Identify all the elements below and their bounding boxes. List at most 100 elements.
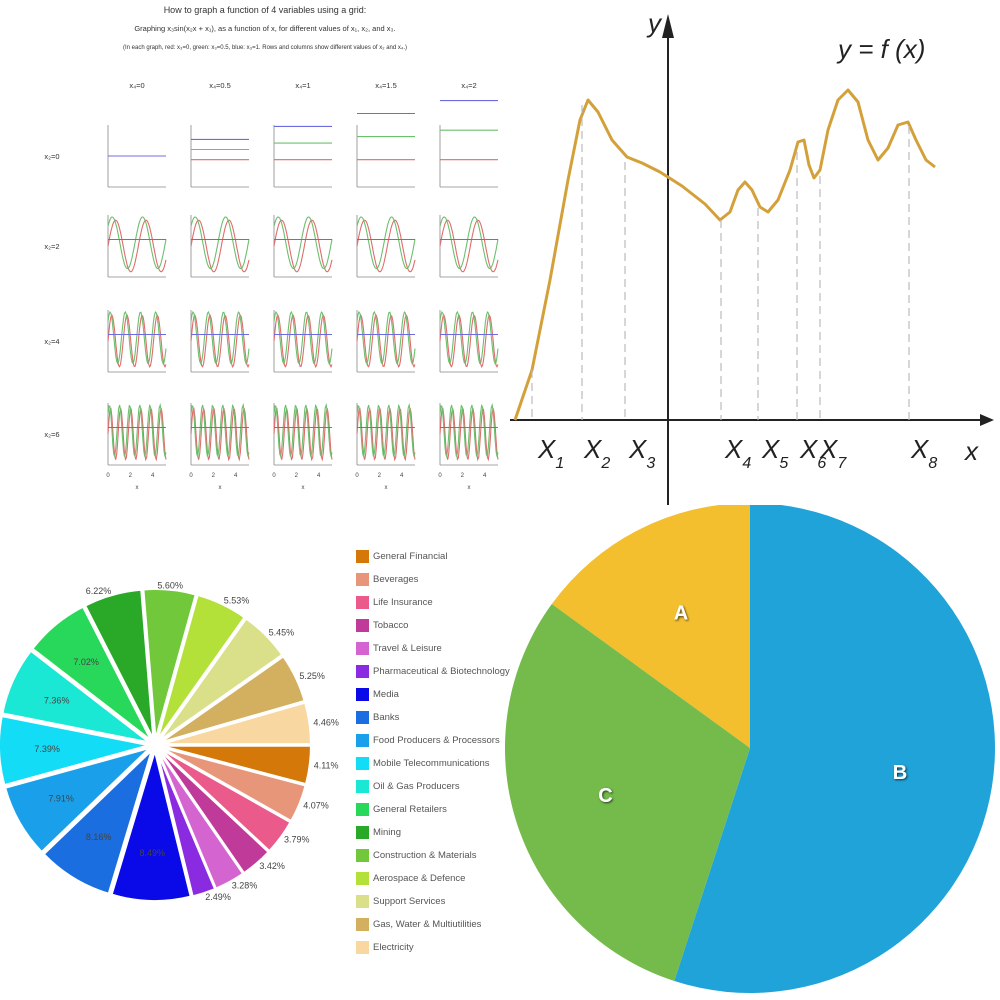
sector-legend-item: Mobile Telecommunications bbox=[356, 752, 510, 775]
sector-legend-item: Pharmaceutical & Biotechnology bbox=[356, 660, 510, 683]
x-marker-label: X5 bbox=[761, 434, 788, 472]
grid-x-tick: 0 bbox=[189, 473, 193, 479]
grid-x-tick: 0 bbox=[106, 473, 110, 479]
grid-x-tick: 4 bbox=[151, 473, 155, 479]
grid-cell bbox=[356, 402, 416, 466]
sector-legend-item: Media bbox=[356, 683, 510, 706]
abc-pie-label: C bbox=[598, 785, 612, 807]
grid-x-tick: 2 bbox=[461, 473, 465, 479]
grid-cell bbox=[190, 310, 250, 373]
sector-pie-slice bbox=[42, 746, 154, 896]
fx-title: y = f (x) bbox=[836, 34, 925, 64]
grid-cell bbox=[356, 310, 416, 373]
grid-x-tick: 0 bbox=[438, 473, 442, 479]
sector-legend-item: Life Insurance bbox=[356, 591, 510, 614]
grid-cell bbox=[273, 215, 333, 278]
y-axis-label: y bbox=[646, 8, 663, 38]
grid-row-label: x₂=4 bbox=[44, 337, 59, 346]
series-line bbox=[273, 313, 333, 369]
legend-swatch bbox=[356, 826, 369, 839]
series-line bbox=[107, 313, 167, 369]
abc-pie-panel: A B C bbox=[505, 505, 1000, 1000]
series-line bbox=[190, 402, 250, 458]
grid-cell bbox=[356, 215, 416, 278]
grid-column-label: x₄=1 bbox=[295, 81, 310, 90]
sector-pie-label: 7.02% bbox=[73, 657, 99, 667]
grid-column-label: x₄=0.5 bbox=[209, 81, 231, 90]
series-line bbox=[273, 216, 333, 270]
legend-label: Travel & Leisure bbox=[373, 643, 442, 654]
grid-column-label: x₄=1.5 bbox=[375, 81, 397, 90]
abc-pie-label: B bbox=[893, 762, 907, 784]
series-line bbox=[107, 219, 167, 273]
fx-curve-panel: y x y = f (x) X1 X2 X3 X4 X5 X6 X7 X8 bbox=[510, 0, 1000, 505]
sector-pie-label: 5.53% bbox=[224, 596, 250, 606]
series-line bbox=[273, 407, 333, 462]
grid-cell bbox=[356, 112, 415, 188]
series-line bbox=[439, 219, 499, 273]
sector-pie-slice bbox=[0, 714, 150, 787]
sector-legend-item: Food Producers & Processors bbox=[356, 729, 510, 752]
legend-swatch bbox=[356, 665, 369, 678]
grid-cell bbox=[107, 125, 166, 188]
x-axis-arrow bbox=[980, 414, 994, 426]
legend-label: Gas, Water & Multiutilities bbox=[373, 919, 482, 930]
grid-x-tick: 4 bbox=[483, 473, 487, 479]
grid-note: (In each graph, red: x₃=0, green: x₃=0.5… bbox=[123, 45, 407, 51]
sector-pie-label: 8.16% bbox=[86, 832, 112, 842]
x-marker-subscript: 4 bbox=[742, 455, 751, 472]
grid-cell bbox=[107, 215, 167, 278]
grid-cell bbox=[439, 215, 499, 278]
x-marker-label: X3 bbox=[628, 434, 655, 472]
series-line bbox=[190, 219, 250, 273]
sector-pie-label: 6.22% bbox=[86, 586, 112, 596]
grid-cell bbox=[439, 402, 499, 466]
legend-label: Oil & Gas Producers bbox=[373, 781, 460, 792]
legend-swatch bbox=[356, 803, 369, 816]
legend-label: General Financial bbox=[373, 551, 448, 562]
sector-pie-slice bbox=[142, 588, 197, 740]
sector-pie-label: 5.60% bbox=[157, 581, 183, 591]
series-line bbox=[439, 216, 499, 270]
grid-x-tick: 2 bbox=[129, 473, 133, 479]
grid-x-label: x bbox=[385, 485, 388, 491]
sector-pie-panel: 4.11% 4.07% 3.79% 3.42% 3.28% 2.49% 8.49% 8.16%… bbox=[0, 505, 510, 1000]
sector-pie-label: 4.07% bbox=[303, 800, 329, 810]
legend-swatch bbox=[356, 780, 369, 793]
sector-pie-slice bbox=[110, 747, 192, 902]
sector-pie-label: 7.36% bbox=[44, 695, 70, 705]
series-line bbox=[356, 402, 416, 458]
grid-x-tick: 2 bbox=[378, 473, 382, 479]
legend-swatch bbox=[356, 573, 369, 586]
abc-pie-slice bbox=[674, 505, 995, 993]
legend-swatch bbox=[356, 642, 369, 655]
sector-legend-item: Oil & Gas Producers bbox=[356, 775, 510, 798]
legend-label: Life Insurance bbox=[373, 597, 433, 608]
legend-swatch bbox=[356, 550, 369, 563]
sector-pie-slice bbox=[160, 744, 312, 786]
sector-pie-slice bbox=[156, 593, 246, 741]
series-line bbox=[190, 216, 250, 270]
sector-legend: General Financial Beverages Life Insurance… bbox=[356, 545, 510, 959]
x-marker-subscript: 1 bbox=[555, 455, 564, 472]
abc-pie-slice bbox=[551, 505, 750, 748]
legend-label: Mining bbox=[373, 827, 401, 838]
x-marker-label: X1 bbox=[537, 434, 564, 472]
grid-x-tick: 2 bbox=[295, 473, 299, 479]
sector-legend-item: Banks bbox=[356, 706, 510, 729]
series-line bbox=[273, 402, 333, 458]
sector-pie-label: 5.25% bbox=[299, 671, 325, 681]
abc-pie-slice bbox=[505, 603, 750, 982]
legend-swatch bbox=[356, 941, 369, 954]
sector-legend-item: Support Services bbox=[356, 890, 510, 913]
sector-legend-item: Gas, Water & Multiutilities bbox=[356, 913, 510, 936]
grid-row-label: x₂=2 bbox=[44, 242, 59, 251]
x-marker-label: X4 bbox=[724, 434, 751, 472]
fx-curve bbox=[513, 88, 936, 421]
grid-cell bbox=[190, 125, 249, 188]
legend-swatch bbox=[356, 734, 369, 747]
legend-label: Food Producers & Processors bbox=[373, 735, 500, 746]
grid-x-label: x bbox=[136, 485, 139, 491]
grid-x-label: x bbox=[302, 485, 305, 491]
